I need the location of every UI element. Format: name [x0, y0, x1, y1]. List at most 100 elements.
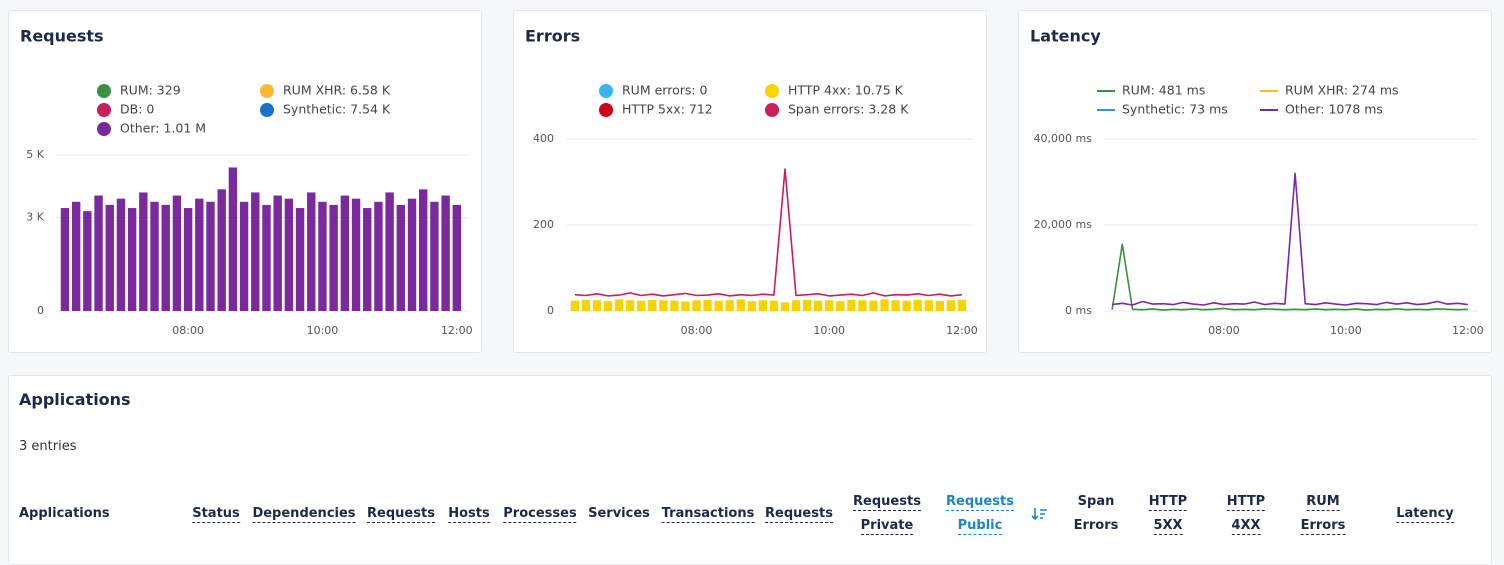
- bar: [441, 195, 450, 311]
- column-header[interactable]: Transactions: [661, 502, 755, 526]
- bar: [681, 301, 690, 311]
- bar: [340, 195, 350, 311]
- bar: [150, 201, 159, 311]
- bar: [869, 300, 878, 311]
- bar: [273, 195, 282, 311]
- column-header[interactable]: Dependencies: [252, 502, 356, 526]
- column-header[interactable]: Hosts: [448, 502, 490, 526]
- bar: [570, 300, 579, 311]
- chart-title: Requests: [20, 27, 104, 46]
- y-tick-label: 0: [547, 304, 554, 317]
- legend-swatch: [599, 103, 613, 117]
- column-header[interactable]: Requests Private: [853, 490, 921, 538]
- column-header[interactable]: HTTP 5XX: [1148, 490, 1188, 538]
- legend-label: HTTP 4xx: 10.75 K: [788, 83, 904, 98]
- bar: [858, 300, 867, 311]
- chart: Latency 0 ms 20,000 ms 40,000 ms 08:00 10:00 1…: [1030, 27, 1484, 338]
- column-header[interactable]: Requests: [765, 502, 833, 526]
- bar: [747, 301, 756, 311]
- applications-panel: Applications 3 entries Applications Statu…: [8, 375, 1492, 565]
- chart-title: Latency: [1030, 27, 1101, 46]
- bar: [329, 204, 338, 311]
- bar: [714, 300, 723, 311]
- header-text: Private: [860, 518, 914, 535]
- x-tick-label: 10:00: [813, 324, 845, 337]
- legend-swatch: [765, 84, 779, 98]
- bar: [206, 201, 215, 311]
- legend-swatch: [260, 103, 274, 117]
- chart-panel: Errors 0 200 400 08:00 10:00 12:00 RUM errors: …: [513, 10, 987, 353]
- bar: [452, 204, 462, 311]
- sort-icon[interactable]: [1031, 506, 1049, 522]
- column-header[interactable]: RUM Errors: [1300, 490, 1346, 538]
- column-header: Services: [588, 502, 650, 526]
- bar: [127, 208, 137, 311]
- bar: [105, 204, 114, 311]
- column-header[interactable]: Requests: [367, 502, 435, 526]
- section-title: Applications: [19, 390, 131, 409]
- legend-label: HTTP 5xx: 712: [622, 102, 713, 117]
- bar: [637, 300, 646, 311]
- bar: [251, 192, 260, 311]
- bar: [385, 192, 394, 311]
- bar: [183, 208, 193, 311]
- bar: [802, 299, 812, 311]
- bar: [284, 198, 294, 311]
- bar: [307, 192, 316, 311]
- header-text: Transactions: [661, 506, 755, 523]
- legend-label: DB: 0: [120, 102, 154, 117]
- legend-label: Synthetic: 7.54 K: [283, 102, 391, 117]
- header-text: HTTP: [1148, 494, 1188, 511]
- header-text: Applications: [19, 506, 110, 521]
- x-tick-label: 10:00: [1330, 324, 1362, 337]
- legend-swatch: [97, 103, 111, 117]
- bar: [396, 204, 406, 311]
- column-header: Span Errors: [1074, 490, 1119, 538]
- chart: Errors 0 200 400 08:00 10:00 12:00 RUM errors: …: [525, 27, 978, 338]
- bar: [363, 208, 372, 311]
- bar: [71, 201, 81, 311]
- y-tick-label: 40,000 ms: [1034, 132, 1093, 145]
- bar: [374, 201, 383, 311]
- column-header[interactable]: Latency: [1396, 502, 1454, 526]
- column-header[interactable]: HTTP 4XX: [1226, 490, 1266, 538]
- bar: [847, 299, 856, 311]
- header-text: Requests: [853, 494, 921, 511]
- header-text: Errors: [1073, 518, 1119, 533]
- legend-swatch: [97, 84, 111, 98]
- x-tick-label: 10:00: [307, 324, 339, 337]
- bar: [791, 300, 801, 311]
- legend-label: RUM errors: 0: [622, 83, 708, 98]
- bar: [228, 167, 238, 311]
- bar: [946, 300, 956, 311]
- header-text: 4XX: [1231, 518, 1261, 535]
- bar: [581, 299, 591, 311]
- header-text: Requests: [946, 494, 1014, 511]
- series-line: [1111, 243, 1468, 311]
- bar: [880, 299, 889, 311]
- bar: [758, 300, 768, 311]
- legend-label: RUM: 329: [120, 83, 181, 98]
- bar: [83, 211, 92, 311]
- header-text: Hosts: [448, 506, 490, 523]
- column-header[interactable]: Requests Public: [946, 490, 1014, 538]
- bar: [116, 198, 126, 311]
- bar: [592, 300, 602, 311]
- column-header[interactable]: Processes: [503, 502, 577, 526]
- bar: [957, 299, 967, 311]
- legend-label: Span errors: 3.28 K: [788, 102, 909, 117]
- x-tick-label: 08:00: [172, 324, 204, 337]
- column-header[interactable]: Status: [192, 502, 240, 526]
- page: Applications 3 entries Applications Statu…: [8, 10, 1492, 565]
- bar: [614, 299, 624, 311]
- x-tick-label: 12:00: [441, 324, 473, 337]
- bar: [195, 198, 204, 311]
- header-text: Status: [192, 506, 240, 523]
- series-line: [574, 168, 962, 297]
- legend-label: Other: 1078 ms: [1285, 102, 1383, 117]
- chart-title: Errors: [525, 27, 580, 46]
- bar: [407, 198, 417, 311]
- header-text: Processes: [503, 506, 577, 523]
- bar: [94, 195, 103, 311]
- bar: [814, 300, 823, 311]
